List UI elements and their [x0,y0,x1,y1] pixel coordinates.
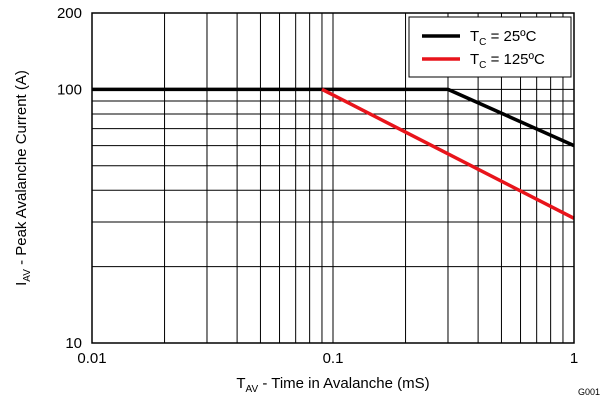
legend: TC = 25ºC TC = 125ºC [408,16,572,78]
series-line-tc-125 [321,87,575,220]
legend-label-tc-25: TC = 25ºC [470,28,537,48]
x-tick-label: 0.01 [77,350,106,367]
series-line-tc-25 [92,87,575,148]
series-layer [92,87,575,220]
y-tick-label: 10 [65,335,82,352]
y-tick-label: 100 [57,81,82,98]
figure-id: G001 [578,387,600,397]
y-tick-labels: 10 100 200 [57,5,82,352]
y-tick-label: 200 [57,5,82,22]
x-axis-label: TAV - Time in Avalanche (mS) [236,375,429,395]
y-axis-label: IAV - Peak Avalanche Current (A) [13,70,33,286]
plot-frame [91,12,575,344]
x-tick-label: 0.1 [323,350,344,367]
x-tick-labels: 0.01 0.1 1 [77,350,578,367]
legend-box [408,16,572,78]
grid-lines [92,13,574,343]
legend-label-tc-125: TC = 125ºC [470,51,545,71]
x-tick-label: 1 [570,350,578,367]
